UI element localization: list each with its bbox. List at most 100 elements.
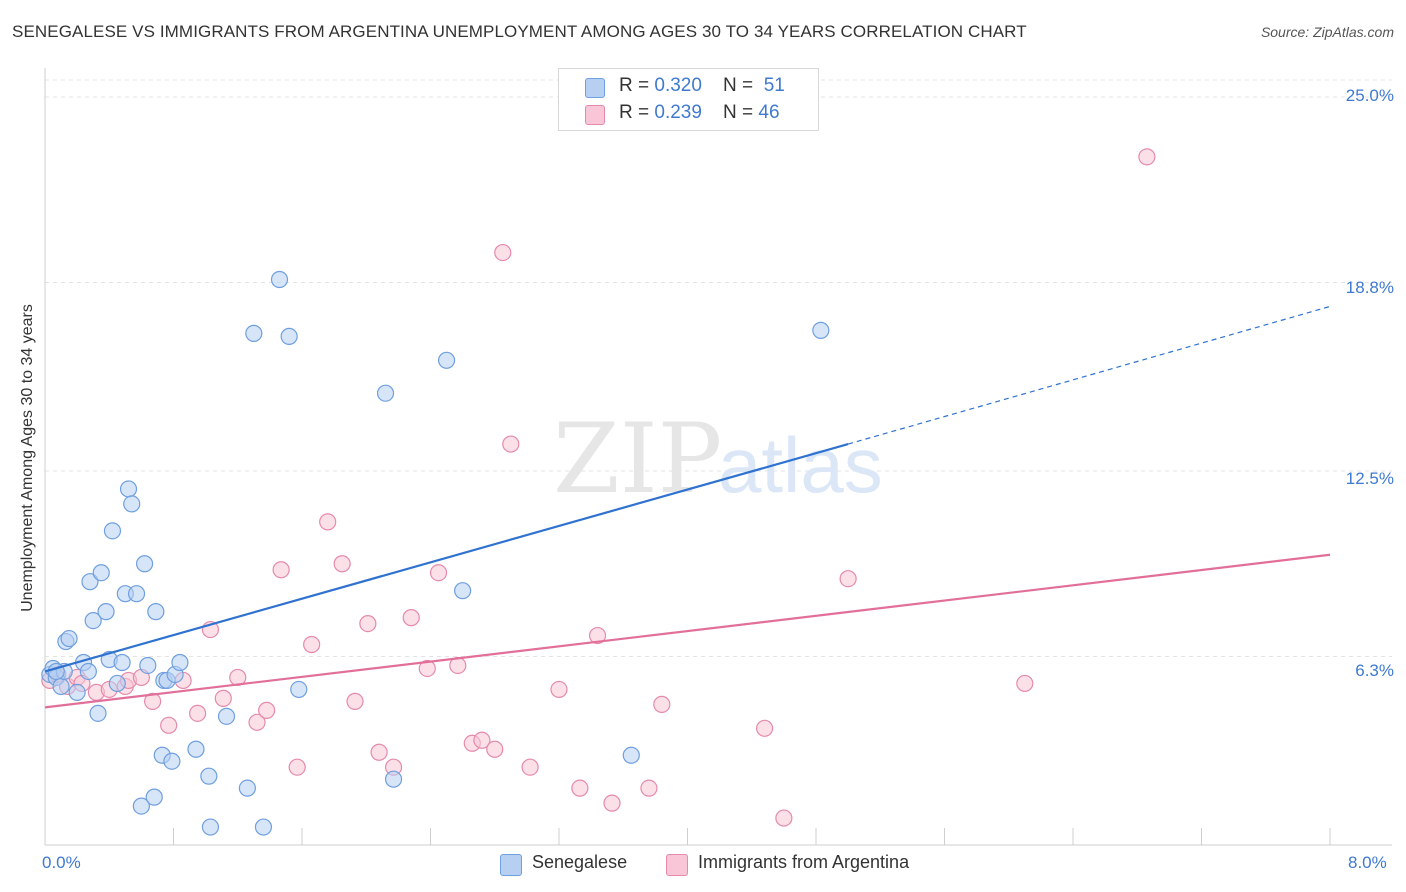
senegalese-point: [79, 662, 97, 681]
senegalese-point: [187, 740, 205, 758]
senegalese-point: [113, 653, 131, 672]
senegalese-point: [254, 818, 273, 836]
senegalese-point: [84, 611, 102, 630]
argentina-point: [640, 779, 658, 797]
legend-text: R = 0.320 N = 51: [619, 75, 785, 96]
senegalese-point: [139, 656, 157, 675]
senegalese-point: [132, 797, 150, 815]
y-tick-label: 12.5%: [1345, 469, 1394, 488]
argentina-point: [571, 779, 589, 797]
senegalese-point: [200, 767, 218, 785]
senegalese-point: [171, 653, 189, 672]
argentina-point: [288, 758, 306, 776]
argentina-point: [653, 695, 671, 713]
argentina-point: [1138, 148, 1156, 166]
senegalese-point: [622, 746, 640, 764]
senegalese-point: [135, 555, 154, 573]
senegalese-point: [89, 704, 107, 722]
senegalese-point: [81, 573, 99, 591]
y-tick-label: 6.3%: [1355, 661, 1394, 680]
argentina-point: [272, 561, 290, 579]
gridlines: [45, 79, 1392, 658]
senegalese-point: [384, 770, 403, 788]
series-senegalese-points: [41, 270, 830, 836]
argentina-point: [588, 626, 607, 645]
senegalese-point: [147, 603, 165, 621]
argentina-point: [346, 692, 364, 710]
senegalese-point: [97, 603, 115, 621]
y-tick-label: 25.0%: [1345, 86, 1394, 105]
senegalese-point: [60, 629, 78, 648]
senegalese-point: [217, 707, 236, 725]
argentina-point: [502, 435, 520, 453]
argentina-point: [258, 701, 276, 719]
trend-line-argentina: [44, 553, 1331, 709]
trend-line-senegalese: [44, 443, 849, 673]
trend-line-senegalese-extension: [847, 305, 1331, 445]
watermark-zip: ZIP: [553, 403, 722, 515]
argentina-point: [188, 704, 207, 722]
y-tick-label: 18.8%: [1345, 278, 1394, 297]
argentina-point: [494, 243, 512, 262]
argentina-point: [319, 513, 337, 531]
bottom-legend-label: Immigrants from Argentina: [698, 852, 910, 872]
senegalese-point: [145, 788, 163, 806]
watermark-atlas: atlas: [718, 421, 883, 509]
senegalese-point: [92, 564, 110, 582]
senegalese-point: [127, 585, 146, 603]
senegalese-point: [201, 818, 220, 836]
senegalese-point: [163, 752, 181, 770]
x-tick-label: 8.0%: [1348, 853, 1387, 872]
legend: R = 0.320 N = 51 R = 0.239 N = 46: [558, 68, 819, 131]
senegalese-point: [437, 351, 456, 369]
source-label: Source: ZipAtlas.com: [1260, 24, 1394, 40]
senegalese-point: [68, 683, 86, 702]
argentina-point: [160, 716, 178, 734]
senegalese-point: [245, 324, 263, 342]
argentina-point: [359, 614, 377, 633]
argentina-point: [303, 635, 321, 654]
argentina-point: [333, 555, 351, 573]
argentina-point: [775, 809, 793, 827]
argentina-point: [1016, 674, 1034, 693]
senegalese-point: [270, 270, 289, 289]
argentina-point: [418, 659, 436, 678]
bottom-legend-label: Senegalese: [532, 852, 628, 872]
legend-swatch-blue: [585, 78, 605, 98]
argentina-point: [144, 692, 162, 710]
senegalese-point: [108, 674, 126, 693]
senegalese-point: [280, 327, 298, 345]
argentina-point: [521, 758, 539, 776]
legend-text: R = 0.239 N = 46: [619, 102, 780, 123]
argentina-point: [755, 719, 774, 737]
argentina-point: [550, 680, 568, 699]
argentina-point: [839, 570, 857, 588]
argentina-point: [214, 689, 232, 707]
senegalese-point: [119, 480, 138, 498]
axes: [44, 68, 1392, 846]
chart-title: SENEGALESE VS IMMIGRANTS FROM ARGENTINA …: [12, 22, 1027, 41]
argentina-point: [248, 713, 266, 731]
argentina-point: [486, 740, 504, 758]
senegalese-point: [812, 321, 830, 339]
argentina-point: [402, 609, 420, 627]
trend-lines: [44, 305, 1331, 709]
y-axis-label: Unemployment Among Ages 30 to 34 years: [19, 304, 36, 612]
senegalese-point: [52, 677, 70, 696]
senegalese-point: [238, 779, 256, 797]
argentina-point: [473, 731, 491, 749]
bottom-legend-swatch-blue: [500, 854, 522, 876]
watermark: ZIP atlas: [553, 403, 883, 515]
argentina-point: [370, 743, 388, 761]
argentina-point: [429, 564, 448, 582]
senegalese-point: [290, 680, 308, 699]
senegalese-point: [103, 522, 122, 540]
senegalese-point: [376, 384, 395, 402]
argentina-point: [603, 794, 621, 812]
bottom-legend-swatch-pink: [666, 854, 688, 876]
senegalese-point: [454, 582, 472, 600]
senegalese-point: [123, 495, 141, 513]
x-tick-label: 0.0%: [42, 853, 81, 872]
legend-swatch-pink: [585, 105, 605, 125]
